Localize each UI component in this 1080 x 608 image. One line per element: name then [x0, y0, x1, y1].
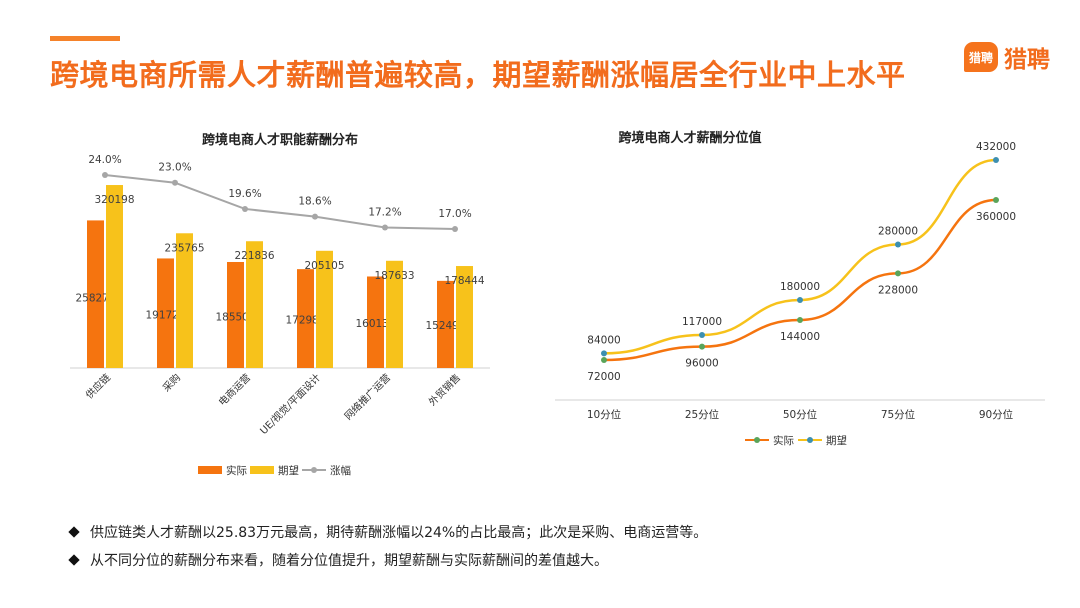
point-expected [699, 332, 705, 338]
data-label-expected: 280000 [878, 225, 918, 237]
legend-label-growth: 涨幅 [330, 464, 351, 477]
legend-label-expected: 期望 [278, 464, 299, 477]
diamond-bullet-icon [68, 526, 80, 538]
growth-label: 17.2% [368, 206, 401, 218]
point-actual [797, 317, 803, 323]
bar-expected [316, 250, 333, 368]
bar-expected [386, 260, 403, 368]
title-accent-bar [50, 36, 120, 41]
x-tick-label: 90分位 [979, 408, 1014, 421]
chart-title: 跨境电商人才薪酬分位值 [618, 130, 761, 146]
data-label-actual: 152490 [425, 320, 465, 332]
x-tick-label: 网络推广运营 [342, 371, 394, 423]
bar-expected [246, 241, 263, 368]
data-label-actual: 185502 [215, 311, 255, 323]
data-label-actual: 144000 [780, 331, 820, 343]
legend-marker-expected [807, 437, 813, 443]
data-label-expected: 432000 [976, 141, 1016, 153]
data-label-expected: 84000 [587, 334, 620, 346]
salary-percentile-chart: 跨境电商人才薪酬分位值 10分位 25分位 50分位 75分位 90分位 72000 9600… [555, 130, 1045, 447]
point-actual [895, 270, 901, 277]
data-label-actual: 72000 [587, 371, 620, 383]
legend-label-actual: 实际 [773, 434, 794, 447]
point-expected [895, 241, 901, 248]
point-actual [699, 343, 705, 350]
x-tick-label: 供应链 [83, 371, 113, 401]
legend-label-expected: 期望 [826, 434, 847, 447]
growth-label: 17.0% [438, 208, 471, 220]
growth-label: 19.6% [228, 188, 261, 200]
bar-actual [227, 261, 244, 368]
summary-bullets: 供应链类人才薪酬以25.83万元最高，期待薪酬涨幅以24%的占比最高；此次是采购… [68, 522, 708, 578]
growth-point [242, 205, 248, 212]
bar-actual [437, 280, 454, 368]
data-label-expected: 320198 [94, 194, 134, 206]
legend-label-actual: 实际 [226, 464, 247, 477]
legend-marker-actual [754, 437, 760, 443]
bar-expected [176, 233, 193, 368]
x-tick-label: 电商运营 [216, 371, 253, 408]
x-tick-label: 25分位 [685, 408, 720, 421]
chart-title: 跨境电商人才职能薪酬分布 [202, 132, 358, 148]
point-expected [797, 297, 803, 303]
growth-label: 18.6% [298, 196, 331, 208]
logo-text: 猎聘 [1004, 47, 1050, 73]
bullet-item: 供应链类人才薪酬以25.83万元最高，期待薪酬涨幅以24%的占比最高；此次是采购… [68, 522, 708, 542]
point-expected [993, 157, 999, 163]
legend-marker-growth [311, 467, 317, 473]
legend-swatch-expected [250, 466, 274, 474]
x-tick-label: UE/视觉/平面设计 [257, 371, 323, 437]
x-tick-label: 10分位 [587, 408, 622, 421]
line-actual [603, 198, 997, 362]
liepin-logo: 猎聘 猎聘 [964, 40, 1050, 74]
data-label-actual: 191726 [145, 310, 185, 322]
x-tick-label: 75分位 [881, 408, 916, 421]
data-label-expected: 235765 [164, 242, 204, 254]
data-label-actual: 258278 [75, 293, 115, 305]
bar-actual [87, 220, 104, 368]
x-tick-label: 外贸销售 [426, 371, 463, 408]
data-label-expected: 178444 [444, 275, 484, 287]
growth-point [172, 179, 178, 186]
logo-badge-icon: 猎聘 [964, 42, 998, 72]
data-label-actual: 360000 [976, 211, 1016, 223]
bar-actual [367, 276, 384, 368]
bar-actual [297, 269, 314, 368]
growth-label: 24.0% [88, 154, 121, 166]
bar-expected [456, 266, 473, 368]
growth-point [312, 213, 318, 220]
salary-by-function-chart: 跨境电商人才职能薪酬分布 258278 320198 供应链 191726 235765 采… [70, 132, 490, 477]
bullet-text: 供应链类人才薪酬以25.83万元最高，期待薪酬涨幅以24%的占比最高；此次是采购… [90, 525, 708, 541]
bar-expected [106, 185, 123, 368]
growth-line [104, 174, 456, 230]
line-expected [603, 158, 997, 355]
point-expected [601, 350, 607, 357]
x-tick-label: 50分位 [783, 408, 818, 421]
point-actual [993, 197, 999, 203]
data-label-expected: 187633 [374, 270, 414, 282]
data-label-actual: 160137 [355, 318, 395, 330]
data-label-expected: 117000 [682, 316, 722, 328]
data-label-expected: 205105 [304, 260, 344, 272]
growth-point [102, 172, 108, 178]
point-actual [601, 357, 607, 363]
data-label-expected: 221836 [234, 250, 274, 262]
growth-label: 23.0% [158, 162, 191, 174]
data-label-actual: 228000 [878, 284, 918, 296]
x-tick-label: 采购 [160, 371, 183, 394]
data-label-expected: 180000 [780, 281, 820, 293]
bar-actual [157, 258, 174, 368]
page-title: 跨境电商所需人才薪酬普遍较高，期望薪酬涨幅居全行业中上水平 [50, 58, 906, 92]
legend-swatch-actual [198, 466, 222, 474]
data-label-actual: 96000 [685, 358, 718, 370]
diamond-bullet-icon [68, 554, 80, 566]
bullet-item: 从不同分位的薪酬分布来看，随着分位值提升，期望薪酬与实际薪酬间的差值越大。 [68, 550, 707, 570]
data-label-actual: 172981 [285, 315, 325, 327]
growth-point [452, 226, 458, 232]
growth-point [382, 224, 388, 231]
bullet-text: 从不同分位的薪酬分布来看，随着分位值提升，期望薪酬与实际薪酬间的差值越大。 [90, 553, 608, 569]
